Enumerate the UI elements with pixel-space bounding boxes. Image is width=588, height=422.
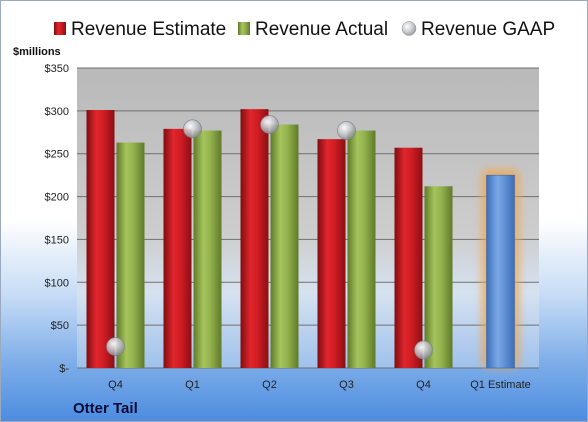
marker-revenue-gaap [106,337,125,356]
legend-label-gaap: Revenue GAAP [421,19,555,40]
gridlines [77,67,539,369]
x-tick-label: Q3 [339,379,354,391]
bar-revenue-actual [270,124,299,368]
y-axis-ticks: $- $50 $100 $150 $200 $250 $300 $350 [45,63,70,375]
y-tick-label: $- [59,363,69,375]
bars [86,109,520,369]
x-axis-ticks: Q4 Q1 Q2 Q3 Q4 Q1 Estimate [108,379,531,391]
marker-revenue-gaap [337,121,356,140]
bar-revenue-actual [193,130,222,368]
marker-revenue-gaap [183,119,202,139]
y-axis-unit-label: $millions [13,46,61,58]
legend-swatch-gaap [401,21,417,36]
y-tick-label: $50 [51,320,69,332]
bar-revenue-estimate [317,139,346,368]
company-name: Otter Tail [73,400,138,417]
x-tick-label: Q2 [262,379,277,391]
bar-revenue-estimate [240,109,269,369]
bar-revenue-estimate [394,147,423,368]
gaap-markers [106,115,433,360]
bar-revenue-projection [486,174,515,369]
x-tick-label: Q1 [185,379,200,391]
plot-area [77,68,539,368]
legend-label-estimate: Revenue Estimate [71,19,226,40]
y-tick-label: $250 [45,149,69,161]
bar-revenue-estimate [163,128,192,368]
y-tick-label: $150 [45,234,69,246]
legend-swatch-estimate [54,22,66,35]
bar-revenue-estimate [86,110,115,368]
y-tick-label: $350 [45,63,69,75]
legend-label-actual: Revenue Actual [255,19,388,40]
legend-swatch-actual [238,22,250,35]
y-tick-label: $300 [45,106,69,118]
x-tick-label: Q4 [108,379,123,391]
bar-revenue-actual [347,130,376,368]
marker-revenue-gaap [414,340,433,360]
y-tick-label: $100 [45,277,69,289]
x-tick-label: Q4 [416,379,431,391]
y-tick-label: $200 [45,192,69,204]
bar-revenue-actual [424,186,453,368]
legend: Revenue Estimate Revenue Actual Revenue … [54,19,555,40]
x-tick-label: Q1 Estimate [470,379,531,391]
marker-revenue-gaap [260,115,279,134]
bar-revenue-actual [116,142,145,368]
